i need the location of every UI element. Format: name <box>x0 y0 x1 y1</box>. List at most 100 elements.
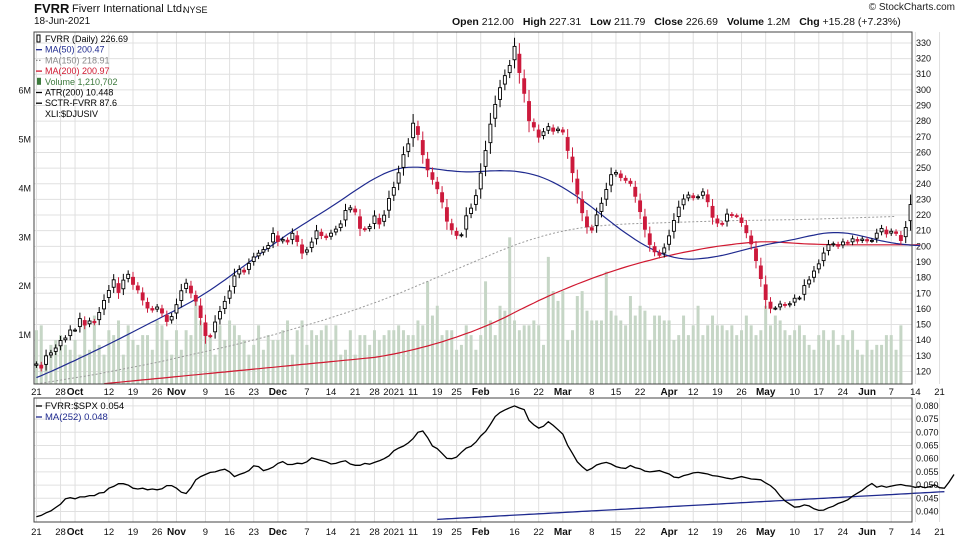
price-candle <box>280 236 285 244</box>
ratio-panel-border <box>33 397 913 523</box>
y-tick-label: 190 <box>916 257 931 267</box>
price-candle <box>271 227 276 249</box>
price-candle <box>213 315 218 339</box>
volume-bar <box>252 344 256 384</box>
price-candle <box>754 241 758 269</box>
candle-body <box>778 303 783 308</box>
candle-body <box>324 235 329 239</box>
price-candle <box>275 231 280 247</box>
candle-body <box>623 177 628 181</box>
volume-bar <box>865 340 869 384</box>
candle-body <box>39 364 44 369</box>
close-value: 226.69 <box>685 16 718 28</box>
bar-icon <box>37 77 41 85</box>
candle-body <box>614 172 618 175</box>
price-candle <box>681 194 686 210</box>
x-tick-label: Jun <box>858 527 876 538</box>
price-candle <box>729 212 734 218</box>
price-candle <box>493 95 498 128</box>
candle-body <box>227 290 232 299</box>
price-candle <box>401 146 406 176</box>
chart-header: FVRR Fiverr International Ltd. NYSE 18-J… <box>0 0 960 32</box>
candle-body <box>667 235 672 245</box>
volume-bar <box>445 330 449 384</box>
candle-body <box>850 238 855 243</box>
price-candle <box>440 186 445 209</box>
volume-bar <box>542 344 546 384</box>
candle-body <box>208 335 213 338</box>
candle-body <box>382 214 387 222</box>
volume-bar <box>117 320 121 384</box>
x-tick-label: 21 <box>31 527 42 538</box>
volume-bar <box>406 335 410 384</box>
candle-body <box>556 128 560 132</box>
candle-body <box>343 210 348 221</box>
volume-bar <box>184 330 188 384</box>
candle-body <box>116 283 121 293</box>
x-tick-label: 22 <box>635 387 646 398</box>
price-candle <box>763 275 768 309</box>
price-candle <box>855 236 860 244</box>
price-candle <box>34 361 39 368</box>
price-candle <box>449 218 454 235</box>
price-candle <box>459 232 464 238</box>
price-candle <box>338 220 343 232</box>
x-tick-label: Jun <box>858 387 876 398</box>
volume-bar <box>633 315 637 384</box>
volume-bar <box>715 325 719 384</box>
candle-body <box>367 226 372 230</box>
candle-body <box>58 340 63 347</box>
candle-body <box>710 205 715 218</box>
price-candle <box>68 325 73 341</box>
volume-bar <box>551 291 555 384</box>
candle-body <box>126 273 131 279</box>
candle-body <box>585 216 589 228</box>
volume-bar <box>315 335 319 384</box>
price-candle <box>642 208 647 238</box>
price-candle <box>715 214 720 228</box>
price-candle <box>415 120 420 141</box>
candle-body <box>300 244 304 254</box>
volume-tick-label: 2M <box>18 281 31 291</box>
candle-body <box>889 230 894 234</box>
volume-bar <box>165 340 169 384</box>
volume-bar <box>783 330 787 384</box>
volume-bar <box>223 340 227 384</box>
exchange-label: NYSE <box>183 5 208 15</box>
candle-body <box>546 126 551 131</box>
candle-body <box>314 230 319 240</box>
volume-bar <box>730 325 734 384</box>
ma50-line <box>36 166 921 379</box>
price-candle <box>773 306 778 311</box>
candle-body <box>97 312 102 321</box>
x-tick-label: 19 <box>128 387 139 398</box>
volume-bar <box>426 281 430 384</box>
ratio-tick-label: 0.055 <box>916 467 939 477</box>
candle-body <box>754 248 758 262</box>
candle-body <box>396 172 401 184</box>
price-candle <box>478 163 483 199</box>
price-candle <box>647 226 652 252</box>
candle-body <box>618 173 623 178</box>
candle-body <box>517 53 522 73</box>
y-tick-label: 130 <box>916 351 931 361</box>
volume-bar <box>575 296 579 384</box>
price-candle <box>329 229 333 240</box>
volume-bar <box>237 335 241 384</box>
candle-body <box>560 129 565 133</box>
volume-value: 1.2M <box>766 16 791 28</box>
ma252-line <box>437 491 945 521</box>
candle-body <box>836 244 841 247</box>
volume-bar <box>276 340 280 384</box>
price-candle <box>367 223 372 232</box>
symbol-label: FVRR <box>34 1 70 16</box>
volume-bar <box>880 344 884 384</box>
candle-body <box>797 297 802 300</box>
price-candle <box>295 230 300 247</box>
candle-body <box>676 206 681 217</box>
price-candle <box>473 189 478 211</box>
x-tick-label: 14 <box>326 387 337 398</box>
price-candle <box>126 270 131 283</box>
price-candle <box>609 167 614 193</box>
legend-entry: Volume 1,210,702 <box>45 77 118 87</box>
